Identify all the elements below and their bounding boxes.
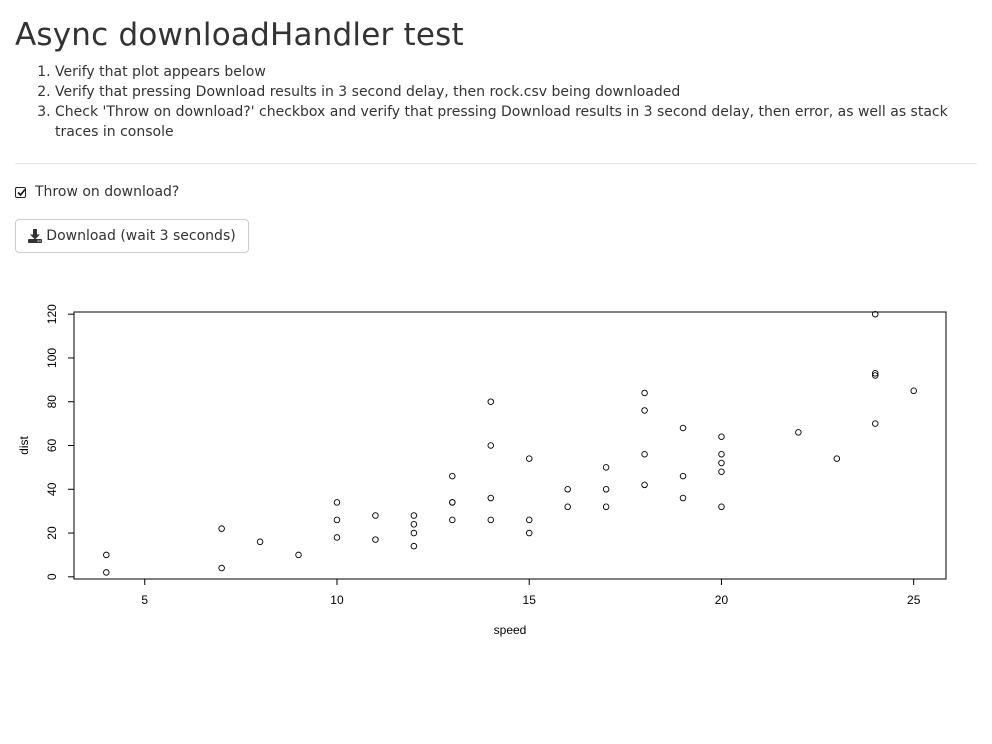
x-tick-label: 10	[330, 593, 344, 607]
data-point	[872, 310, 879, 318]
data-point	[910, 387, 917, 395]
throw-on-download-checkbox[interactable]	[15, 186, 26, 198]
data-point	[718, 459, 725, 467]
data-point	[410, 521, 418, 528]
data-point	[525, 455, 533, 462]
data-point	[103, 569, 110, 576]
checkmark-icon	[17, 188, 26, 196]
data-point	[872, 370, 879, 377]
instruction-step: Verify that plot appears below	[55, 62, 985, 82]
data-point	[410, 542, 418, 550]
data-point	[525, 516, 533, 524]
data-point	[449, 499, 456, 506]
y-axis-label: dist	[17, 436, 31, 455]
data-point	[795, 429, 802, 436]
y-tick-label: 100	[45, 348, 59, 368]
y-tick-label: 80	[45, 395, 59, 409]
data-point	[103, 551, 110, 559]
data-point	[525, 529, 533, 537]
data-point	[679, 472, 687, 480]
data-point	[218, 525, 225, 532]
data-point	[602, 503, 610, 511]
data-point	[410, 529, 418, 537]
data-point	[295, 551, 302, 559]
data-point	[564, 503, 571, 511]
data-point	[872, 372, 879, 379]
data-point	[718, 503, 725, 511]
data-point	[679, 424, 687, 432]
instruction-step: Verify that pressing Download results in…	[55, 82, 985, 102]
data-point	[487, 494, 495, 502]
data-point	[679, 494, 687, 502]
instruction-step: Check 'Throw on download?' checkbox and …	[55, 102, 985, 142]
divider	[15, 163, 977, 164]
data-point	[718, 433, 725, 440]
x-tick-label: 25	[907, 593, 921, 607]
y-tick-label: 60	[45, 439, 59, 453]
data-point	[372, 512, 379, 519]
data-point	[718, 468, 725, 476]
y-tick-label: 0	[45, 573, 59, 580]
instructions-list: Verify that plot appears below Verify th…	[15, 62, 985, 142]
data-point	[487, 516, 495, 524]
download-button-label: Download (wait 3 seconds)	[46, 228, 236, 244]
y-tick-label: 120	[45, 304, 59, 324]
x-tick-label: 15	[523, 593, 537, 607]
x-axis-label: speed	[494, 623, 527, 637]
plot-frame	[73, 311, 947, 580]
download-icon	[28, 229, 43, 243]
data-point	[449, 516, 456, 524]
data-point	[602, 464, 610, 471]
data-point	[641, 407, 648, 414]
data-point	[333, 534, 341, 541]
download-button[interactable]: Download (wait 3 seconds)	[15, 219, 249, 253]
data-point	[410, 512, 418, 519]
data-point	[218, 564, 225, 572]
data-point	[256, 538, 264, 546]
data-point	[872, 420, 879, 427]
x-tick-label: 20	[715, 593, 729, 607]
x-tick-label: 5	[141, 593, 148, 607]
data-point	[641, 389, 648, 397]
data-point	[564, 486, 571, 493]
throw-on-download-row[interactable]: Throw on download?	[15, 184, 179, 200]
plot-output: 5 10 15 20 25 0 20 40 60 80 100 120 speed dist	[15, 300, 977, 650]
scatter-plot: 5 10 15 20 25 0 20 40 60 80 100 120 speed dist	[17, 304, 947, 637]
data-point	[833, 455, 841, 462]
data-point	[641, 451, 648, 458]
checkbox-label: Throw on download?	[35, 184, 180, 200]
data-point	[487, 398, 495, 405]
y-tick-label: 20	[45, 526, 59, 540]
data-point	[487, 442, 495, 449]
y-tick-label: 40	[45, 482, 59, 496]
data-point	[372, 536, 379, 543]
page-title: Async downloadHandler test	[15, 17, 464, 53]
data-point	[718, 451, 725, 458]
data-point	[602, 486, 610, 493]
data-point	[333, 516, 341, 524]
data-point	[333, 499, 341, 506]
data-point	[641, 481, 648, 489]
data-point	[449, 472, 456, 480]
